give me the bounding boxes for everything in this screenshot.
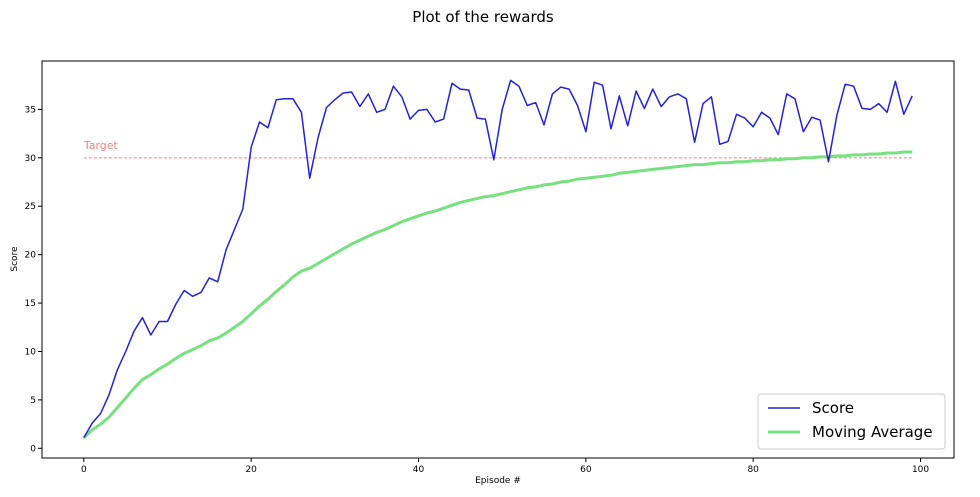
legend-moving-average-label: Moving Average: [812, 423, 933, 441]
y-tick-label: 0: [30, 444, 36, 454]
x-tick-label: 20: [245, 465, 257, 475]
y-axis-label: Score: [10, 246, 20, 272]
y-tick-label: 35: [25, 105, 36, 115]
y-tick-label: 5: [30, 396, 36, 406]
axes-frame: [41, 60, 955, 459]
y-tick-label: 15: [25, 299, 36, 309]
x-axis-label: Episode #: [475, 476, 521, 486]
legend: Score Moving Average: [757, 393, 946, 450]
x-tick-label: 100: [912, 465, 929, 475]
x-tick-label: 80: [747, 465, 759, 475]
target-label: Target: [83, 139, 119, 152]
plot-area: Target: [82, 79, 913, 439]
legend-box: [757, 393, 946, 450]
y-tick-label: 25: [25, 202, 36, 212]
x-tick-label: 0: [81, 465, 87, 475]
chart-title: Plot of the rewards: [412, 8, 554, 26]
x-tick-label: 40: [413, 465, 425, 475]
y-tick-label: 10: [25, 347, 37, 357]
series-score-line: [83, 79, 913, 439]
legend-score-label: Score: [812, 399, 854, 417]
x-tick-label: 60: [580, 465, 592, 475]
y-tick-label: 30: [25, 154, 37, 164]
y-tick-label: 20: [25, 251, 37, 261]
series-moving-average-line: [82, 150, 913, 439]
axis-ticks: 0 20 40 60 80 100 0 5 10 15 20 25 30 35: [25, 105, 930, 475]
